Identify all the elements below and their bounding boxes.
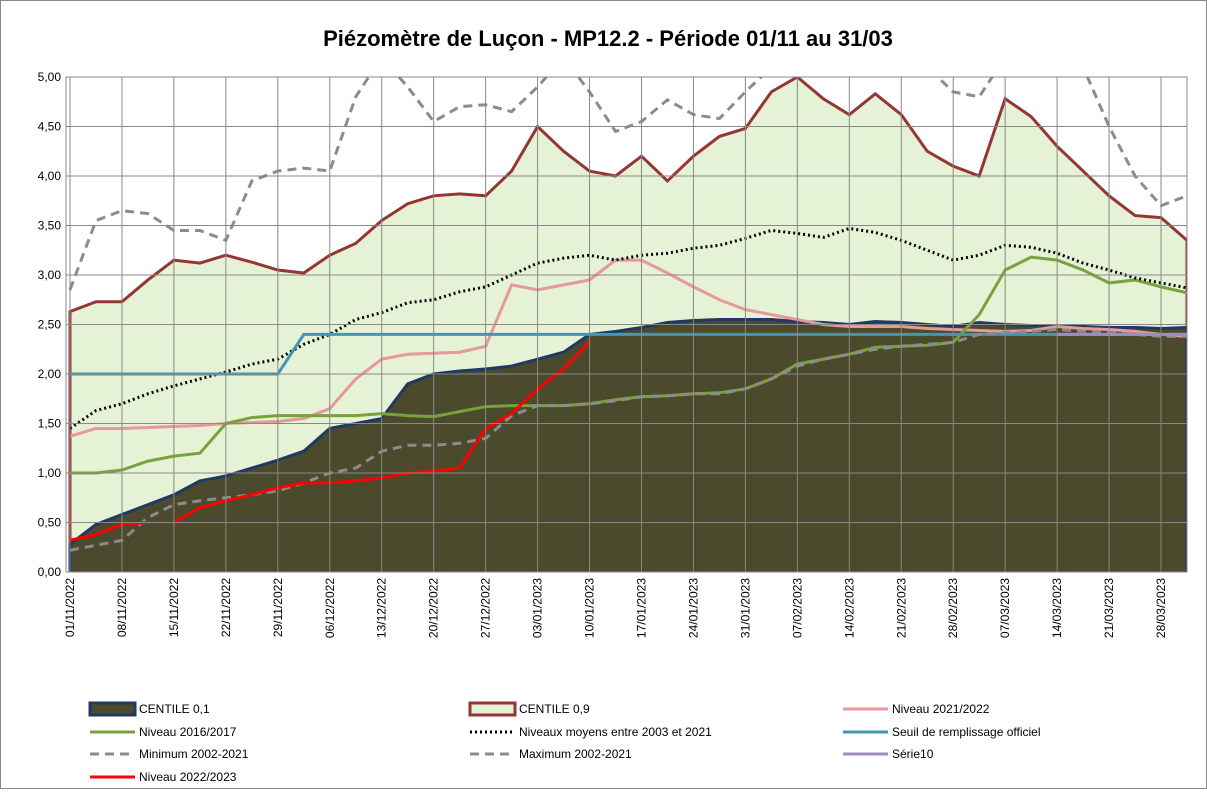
x-tick-label: 21/03/2023 <box>1102 578 1116 638</box>
x-tick-label: 17/01/2023 <box>634 578 648 638</box>
x-tick-label: 27/12/2022 <box>479 578 493 638</box>
x-tick-label: 10/01/2023 <box>583 578 597 638</box>
x-tick-label: 29/11/2022 <box>271 578 285 637</box>
y-tick-label: 1,00 <box>38 466 62 480</box>
area-outline <box>68 77 1187 572</box>
x-tick-label: 21/02/2023 <box>894 578 908 638</box>
legend-label: Niveaux moyens entre 2003 et 2021 <box>519 725 712 739</box>
line <box>69 258 1187 438</box>
x-tick-label: 24/01/2023 <box>686 578 700 638</box>
y-tick-label: 3,00 <box>38 268 62 282</box>
x-tick-label: 07/02/2023 <box>790 578 804 638</box>
legend-label: Niveau 2016/2017 <box>139 725 237 739</box>
x-tick-label: 06/12/2022 <box>323 578 337 638</box>
x-tick-label: 15/11/2022 <box>167 578 181 637</box>
legend-swatch <box>88 701 137 717</box>
x-tick-label: 07/03/2023 <box>998 578 1012 638</box>
area <box>70 319 1187 572</box>
x-tick-label: 14/02/2023 <box>842 578 856 638</box>
legend: CENTILE 0,1 CENTILE 0,9 Niveau 2021/2022 Ni… <box>88 701 1041 784</box>
legend-label: Minimum 2002-2021 <box>139 747 249 761</box>
legend-label: Série10 <box>892 747 934 761</box>
x-tick-label: 22/11/2022 <box>219 578 233 637</box>
chart-title: Piézomètre de Luçon - MP12.2 - Période 0… <box>323 26 893 51</box>
y-tick-label: 1,50 <box>38 417 62 431</box>
plot-border <box>65 76 1188 573</box>
x-tick-label: 08/11/2022 <box>115 578 129 637</box>
x-tick-label: 01/11/2022 <box>63 578 77 637</box>
legend-label: Niveau 2021/2022 <box>892 702 990 716</box>
line <box>69 226 1187 430</box>
y-tick-label: 2,50 <box>38 318 62 332</box>
x-tick-label: 14/03/2023 <box>1050 578 1064 638</box>
x-tick-label: 20/12/2022 <box>427 578 441 638</box>
y-tick-label: 0,50 <box>38 516 62 530</box>
legend-label: CENTILE 0,1 <box>139 702 210 716</box>
axes: 0,00 0,50 1,00 1,50 2,00 2,50 3,00 3,50 4,00 4,50… <box>38 70 1188 638</box>
y-tick-label: 5,00 <box>38 70 62 84</box>
x-tick-label: 31/01/2023 <box>738 578 752 638</box>
x-tick-label: 28/02/2023 <box>946 578 960 638</box>
y-tick-label: 2,00 <box>38 367 62 381</box>
legend-swatch <box>468 701 517 717</box>
x-tick-label: 28/03/2023 <box>1154 578 1168 638</box>
y-tick-label: 3,50 <box>38 219 62 233</box>
y-tick-label: 0,00 <box>38 565 62 579</box>
legend-label: Maximum 2002-2021 <box>519 747 632 761</box>
legend-label: Niveau 2022/2023 <box>139 770 237 784</box>
legend-label: CENTILE 0,9 <box>519 702 590 716</box>
y-tick-label: 4,00 <box>38 169 62 183</box>
legend-label: Seuil de remplissage officiel <box>892 725 1041 739</box>
x-tick-label: 03/01/2023 <box>531 578 545 638</box>
y-tick-label: 4,50 <box>38 120 62 134</box>
x-tick-label: 13/12/2022 <box>375 578 389 638</box>
